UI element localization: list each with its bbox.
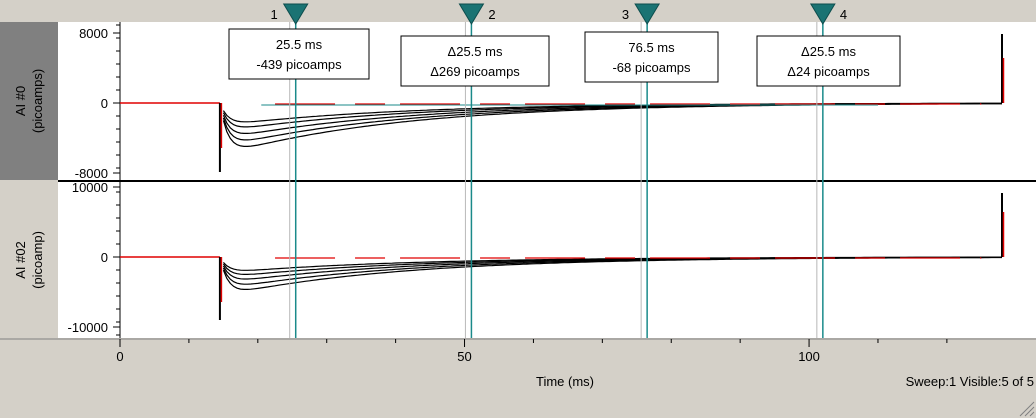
cursor-readout-value: -68 picoamps [612,60,691,75]
x-tick-label: 0 [116,349,123,364]
panel-label-bg [0,22,58,180]
cursor-readout-value: Δ24 picoamps [787,64,870,79]
y-axis-gutter [58,182,120,338]
cursor-number: 2 [488,7,495,22]
cursor-readout-value: Δ269 picoamps [430,64,520,79]
cursor-marker-icon[interactable] [634,3,661,25]
y-axis-gutter [58,22,120,180]
cursor-number: 3 [622,7,629,22]
cursor-marker-icon[interactable] [809,3,836,25]
panel-label-bottom-line2: (picoamp) [30,231,45,289]
x-tick-label: 100 [798,349,820,364]
panel-label-top-line1: AI #0 [13,86,28,116]
cursor-readout-time: 76.5 ms [628,40,675,55]
cursor-readout-box [584,31,719,83]
status-readout: Sweep:1 Visible:5 of 5 [906,374,1034,389]
y-tick-label: 8000 [79,26,108,41]
x-axis-title: Time (ms) [536,374,594,389]
cursor-number: 4 [840,7,847,22]
panel-label-bottom-line1: AI #02 [13,241,28,279]
cursor-readout-time: Δ25.5 ms [801,44,856,59]
cursor-readout-value: -439 picoamps [256,57,342,72]
cursor-readout-time: Δ25.5 ms [448,44,503,59]
cursor-marker-icon[interactable] [458,3,485,25]
y-tick-label: 10000 [72,180,108,195]
cursor-readout-box [756,35,901,87]
y-tick-label: -8000 [75,166,108,181]
cursor-marker-icon[interactable] [282,3,309,25]
x-tick-label: 50 [457,349,471,364]
panel-label-top-line2: (picoamps) [30,69,45,133]
cursor-readout-box [228,28,370,80]
cursor-strip [0,0,1036,22]
cursor-readout-box [400,35,550,87]
y-tick-label: 0 [101,250,108,265]
y-tick-label: -10000 [68,320,108,335]
y-tick-label: 0 [101,96,108,111]
cursor-number: 1 [270,7,277,22]
panel-label-bg [0,182,58,338]
resize-grip-icon[interactable] [1019,401,1035,417]
cursor-readout-time: 25.5 ms [276,37,323,52]
